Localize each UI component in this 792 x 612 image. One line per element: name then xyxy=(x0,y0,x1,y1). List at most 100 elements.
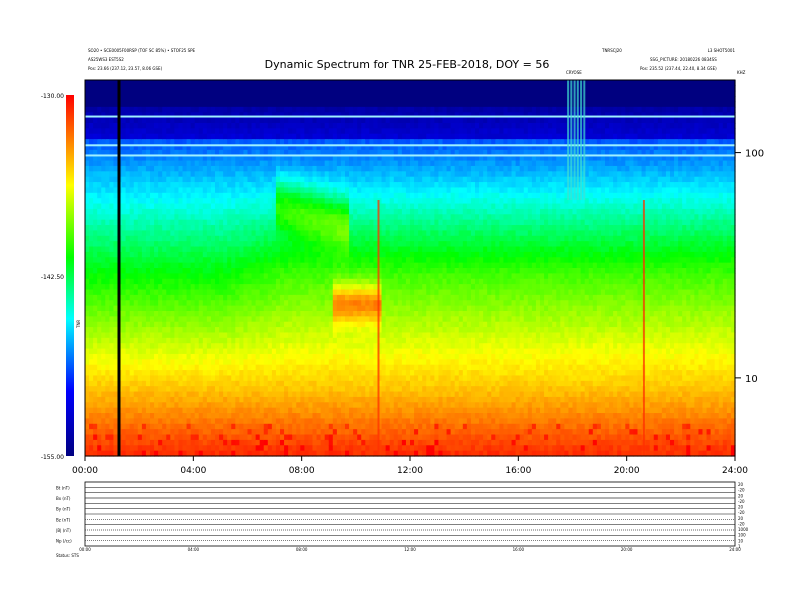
spectrum-cell xyxy=(292,160,297,167)
spectrum-cell xyxy=(190,139,196,146)
spectrum-cell xyxy=(259,375,265,382)
spectrum-cell xyxy=(259,171,265,178)
spectrum-cell xyxy=(369,122,375,129)
spectrum-cell xyxy=(316,262,322,269)
spectrum-cell xyxy=(247,418,253,425)
spectrum-cell xyxy=(129,117,135,124)
spectrum-cell xyxy=(280,171,285,178)
spectrum-cell xyxy=(320,96,326,103)
spectrum-cell xyxy=(324,80,330,86)
spectrum-cell xyxy=(280,262,285,269)
spectrum-cell xyxy=(267,310,273,317)
spectrum-cell xyxy=(231,214,236,221)
spectrum-cell xyxy=(202,225,208,231)
spectrum-cell xyxy=(357,370,362,377)
spectrum-cell xyxy=(312,294,318,301)
spectrum-cell xyxy=(259,257,265,264)
spectrum-cell xyxy=(308,225,314,231)
spectrum-cell xyxy=(210,198,216,205)
spectrum-cell xyxy=(186,251,192,258)
spectrum-cell xyxy=(137,407,143,414)
spectrum-cell xyxy=(243,343,249,350)
spectrum-cell xyxy=(154,402,159,409)
spectrum-cell xyxy=(324,343,330,350)
spectrum-cell xyxy=(150,246,155,253)
spectrum-cell xyxy=(345,101,350,108)
spectrum-cell xyxy=(340,139,346,146)
spectrum-cell xyxy=(247,128,253,135)
spectrum-cell xyxy=(332,289,338,296)
spectrum-cell xyxy=(121,364,127,371)
spectrum-cell xyxy=(361,208,366,215)
spectrum-cell xyxy=(345,139,350,146)
spectrum-cell xyxy=(340,353,346,360)
spectrum-cell xyxy=(304,208,310,215)
spectrum-cell xyxy=(166,112,171,119)
spectrum-cell xyxy=(332,85,338,92)
spectrum-cell xyxy=(158,348,163,355)
spectrum-cell xyxy=(357,353,362,360)
spectrum-cell xyxy=(210,80,216,86)
spectrum-cell xyxy=(182,359,188,366)
spectrum-cell xyxy=(275,101,281,108)
spectrum-cell xyxy=(145,445,151,452)
spectrum-cell xyxy=(235,402,240,409)
spectrum-cell xyxy=(223,348,228,355)
spectrum-cell xyxy=(357,133,362,140)
spectrum-cell xyxy=(243,235,249,242)
spectrum-cell xyxy=(178,321,184,328)
spectrum-cell xyxy=(267,375,273,382)
spectrum-cell xyxy=(223,241,228,248)
spectrum-cell xyxy=(328,380,334,387)
spectrum-cell xyxy=(125,214,131,221)
spectrum-cell xyxy=(284,348,289,355)
spectrum-cell xyxy=(190,289,196,296)
spectrum-cell xyxy=(263,370,269,377)
spectrum-cell xyxy=(190,160,196,167)
spectrum-cell xyxy=(308,289,314,296)
spectrum-cell xyxy=(182,407,188,414)
spectrum-cell xyxy=(324,112,330,119)
spectrum-cell xyxy=(292,85,297,92)
spectrum-cell xyxy=(373,112,379,119)
spectrum-cell xyxy=(215,337,220,344)
spectrum-cell xyxy=(304,396,310,403)
spectrum-cell xyxy=(89,310,94,317)
spectrum-cell xyxy=(198,257,204,264)
spectrum-cell xyxy=(251,268,257,274)
spectrum-cell xyxy=(243,176,249,183)
spectrum-cell xyxy=(141,407,147,414)
spectrum-cell xyxy=(336,235,342,242)
spectrum-cell xyxy=(251,122,257,129)
spectrum-cell xyxy=(336,429,342,436)
spectrum-cell xyxy=(296,294,301,301)
spectrum-cell xyxy=(271,198,277,205)
spectrum-cell xyxy=(174,418,180,425)
spectrum-cell xyxy=(349,198,354,205)
spectrum-cell xyxy=(166,396,171,403)
spectrum-cell xyxy=(162,192,167,199)
spectrum-cell xyxy=(178,386,184,393)
spectrum-cell xyxy=(141,262,147,269)
spectrum-cell xyxy=(328,278,334,285)
spectrum-cell xyxy=(141,117,147,124)
spectrum-cell xyxy=(219,380,224,387)
spectrum-cell xyxy=(170,235,175,242)
spectrum-cell xyxy=(150,402,155,409)
spectrum-cell xyxy=(219,413,224,419)
spectrum-cell xyxy=(101,85,106,92)
spectrum-cell xyxy=(353,348,358,355)
spectrum-cell xyxy=(263,101,269,108)
spectrum-cell xyxy=(304,246,310,253)
spectrum-cell xyxy=(304,289,310,296)
spectrum-cell xyxy=(304,359,310,366)
spectrum-cell xyxy=(267,187,273,194)
spectrum-cell xyxy=(215,225,220,231)
spectrum-cell xyxy=(328,316,334,323)
spectrum-cell xyxy=(141,348,147,355)
spectrum-cell xyxy=(300,353,305,360)
spectrum-cell xyxy=(202,364,208,371)
spectrum-cell xyxy=(308,348,314,355)
spectrum-cell xyxy=(194,380,200,387)
spectrum-cell xyxy=(93,262,98,269)
